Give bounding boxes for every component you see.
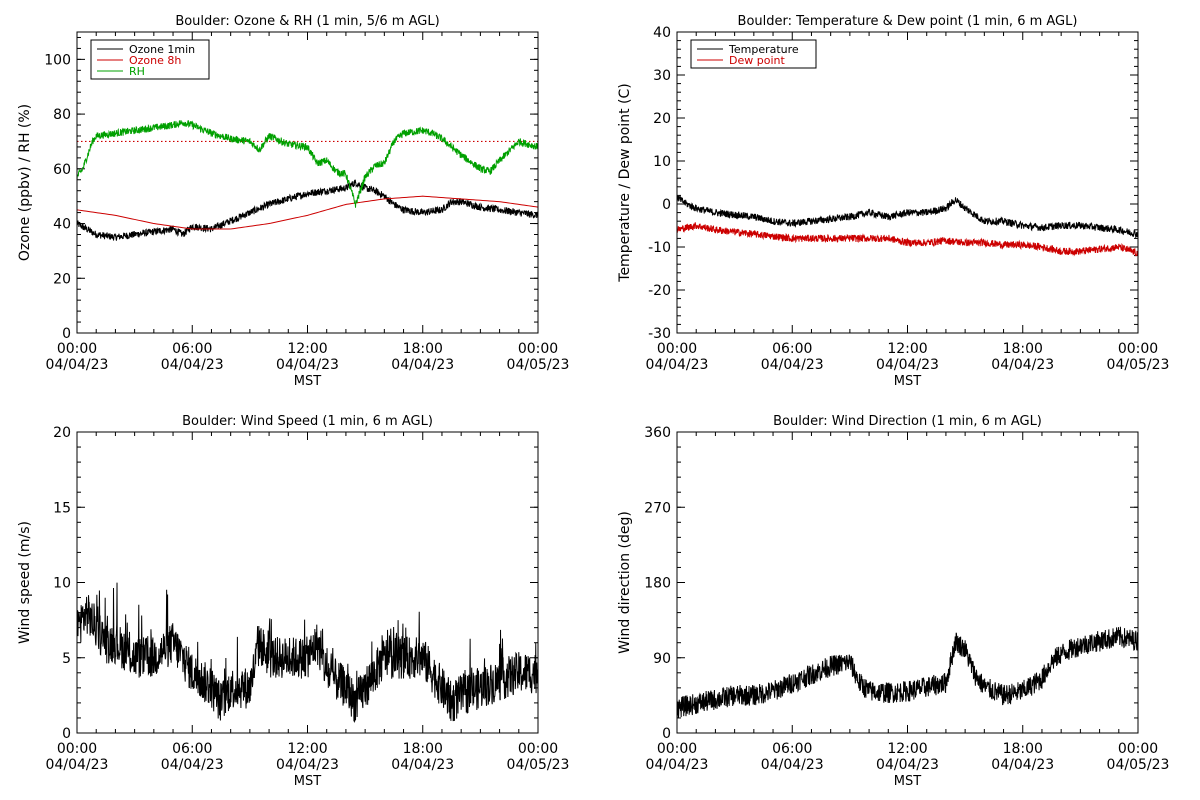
x-axis-label: MST bbox=[894, 774, 921, 789]
y-tick-label: 180 bbox=[644, 576, 671, 592]
x-tick-date-label: 04/04/23 bbox=[876, 757, 939, 773]
y-tick-label: 15 bbox=[53, 500, 71, 516]
chart-title: Boulder: Ozone & RH (1 min, 5/6 m AGL) bbox=[175, 14, 439, 29]
x-tick-date-label: 04/04/23 bbox=[646, 357, 709, 373]
legend-entry: Ozone 1min bbox=[129, 43, 195, 56]
y-tick-label: -30 bbox=[648, 326, 671, 342]
chart-panel-4: Boulder: Wind Direction (1 min, 6 m AGL)… bbox=[617, 414, 1169, 789]
x-tick-time-label: 00:00 bbox=[657, 741, 697, 757]
y-tick-label: 80 bbox=[53, 107, 71, 123]
x-tick-time-label: 18:00 bbox=[1003, 341, 1043, 357]
x-tick-time-label: 06:00 bbox=[772, 741, 812, 757]
y-tick-label: 10 bbox=[53, 576, 71, 592]
series-line-1 bbox=[677, 626, 1138, 718]
y-tick-label: -10 bbox=[648, 240, 671, 256]
y-tick-label: 0 bbox=[662, 726, 671, 742]
x-tick-time-label: 18:00 bbox=[403, 341, 443, 357]
y-tick-label: 5 bbox=[62, 651, 71, 667]
x-tick-date-label: 04/04/23 bbox=[876, 357, 939, 373]
x-tick-date-label: 04/04/23 bbox=[991, 757, 1054, 773]
x-tick-date-label: 04/04/23 bbox=[46, 357, 109, 373]
y-tick-label: 10 bbox=[653, 154, 671, 170]
x-tick-time-label: 06:00 bbox=[172, 341, 212, 357]
x-axis-label: MST bbox=[294, 374, 321, 389]
y-tick-label: 0 bbox=[62, 726, 71, 742]
legend-entry: Temperature bbox=[728, 43, 799, 56]
series-line-1 bbox=[77, 582, 538, 724]
legend-entry: Ozone 8h bbox=[129, 54, 181, 67]
x-tick-time-label: 18:00 bbox=[403, 741, 443, 757]
y-axis-label: Wind direction (deg) bbox=[617, 511, 633, 654]
x-tick-time-label: 00:00 bbox=[518, 741, 558, 757]
plot-frame bbox=[676, 431, 1139, 734]
series-line-3 bbox=[77, 120, 538, 208]
x-tick-date-label: 04/05/23 bbox=[1107, 357, 1170, 373]
y-tick-label: 20 bbox=[53, 271, 71, 287]
x-tick-date-label: 04/04/23 bbox=[276, 757, 339, 773]
x-tick-date-label: 04/05/23 bbox=[507, 757, 570, 773]
x-tick-date-label: 04/04/23 bbox=[46, 757, 109, 773]
legend-entry: RH bbox=[129, 65, 145, 78]
x-tick-time-label: 12:00 bbox=[887, 341, 927, 357]
y-tick-label: 0 bbox=[62, 326, 71, 342]
x-tick-time-label: 18:00 bbox=[1003, 741, 1043, 757]
x-tick-time-label: 00:00 bbox=[1118, 741, 1158, 757]
y-tick-label: 270 bbox=[644, 500, 671, 516]
y-tick-label: 90 bbox=[653, 651, 671, 667]
y-tick-label: 100 bbox=[44, 52, 71, 68]
x-tick-date-label: 04/05/23 bbox=[507, 357, 570, 373]
y-tick-label: 20 bbox=[53, 425, 71, 441]
series-line-2 bbox=[677, 222, 1138, 257]
x-axis-label: MST bbox=[894, 374, 921, 389]
x-tick-date-label: 04/04/23 bbox=[161, 757, 224, 773]
x-tick-time-label: 00:00 bbox=[518, 341, 558, 357]
y-axis-label: Ozone (ppbv) / RH (%) bbox=[17, 104, 33, 261]
x-tick-date-label: 04/04/23 bbox=[646, 757, 709, 773]
y-axis-label: Wind speed (m/s) bbox=[17, 521, 33, 644]
y-tick-label: 40 bbox=[53, 217, 71, 233]
y-tick-label: 360 bbox=[644, 425, 671, 441]
chart-title: Boulder: Wind Speed (1 min, 6 m AGL) bbox=[182, 414, 433, 429]
y-tick-label: 20 bbox=[653, 111, 671, 127]
y-tick-label: -20 bbox=[648, 283, 671, 299]
x-tick-date-label: 04/04/23 bbox=[391, 757, 454, 773]
x-tick-date-label: 04/04/23 bbox=[761, 757, 824, 773]
x-tick-time-label: 00:00 bbox=[57, 741, 97, 757]
plot-frame bbox=[76, 31, 539, 334]
series-line-1 bbox=[677, 195, 1138, 239]
plot-frame bbox=[676, 31, 1139, 334]
x-tick-date-label: 04/04/23 bbox=[161, 357, 224, 373]
x-tick-date-label: 04/05/23 bbox=[1107, 757, 1170, 773]
x-axis-label: MST bbox=[294, 774, 321, 789]
x-tick-time-label: 06:00 bbox=[772, 341, 812, 357]
y-axis-label: Temperature / Dew point (C) bbox=[617, 83, 633, 282]
chart-panel-2: Boulder: Temperature & Dew point (1 min,… bbox=[617, 14, 1169, 389]
y-tick-label: 30 bbox=[653, 68, 671, 84]
chart-panel-3: Boulder: Wind Speed (1 min, 6 m AGL) 0 5 10… bbox=[17, 414, 569, 789]
series-line-1 bbox=[77, 179, 538, 241]
x-tick-time-label: 12:00 bbox=[287, 741, 327, 757]
x-tick-time-label: 00:00 bbox=[57, 341, 97, 357]
chart-panel-1: Boulder: Ozone & RH (1 min, 5/6 m AGL) 0 2… bbox=[17, 14, 569, 389]
x-tick-time-label: 12:00 bbox=[287, 341, 327, 357]
x-tick-time-label: 06:00 bbox=[172, 741, 212, 757]
x-tick-date-label: 04/04/23 bbox=[761, 357, 824, 373]
y-tick-label: 0 bbox=[662, 197, 671, 213]
y-tick-label: 60 bbox=[53, 162, 71, 178]
x-tick-date-label: 04/04/23 bbox=[991, 357, 1054, 373]
chart-title: Boulder: Wind Direction (1 min, 6 m AGL) bbox=[773, 414, 1042, 429]
x-tick-time-label: 00:00 bbox=[1118, 341, 1158, 357]
chart-title: Boulder: Temperature & Dew point (1 min,… bbox=[738, 14, 1078, 29]
x-tick-date-label: 04/04/23 bbox=[391, 357, 454, 373]
x-tick-date-label: 04/04/23 bbox=[276, 357, 339, 373]
y-tick-label: 40 bbox=[653, 25, 671, 41]
legend-box bbox=[690, 39, 817, 69]
x-tick-time-label: 12:00 bbox=[887, 741, 927, 757]
legend-entry: Dew point bbox=[729, 54, 785, 67]
x-tick-time-label: 00:00 bbox=[657, 341, 697, 357]
series-line-2 bbox=[77, 195, 538, 230]
plot-frame bbox=[76, 431, 539, 734]
